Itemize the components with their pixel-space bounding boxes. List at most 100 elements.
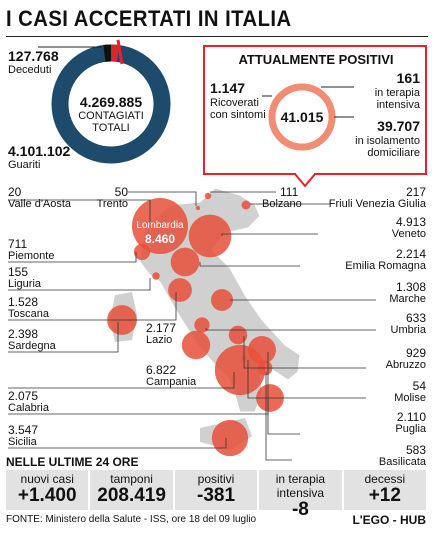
label-piemonte-value: 711 [8, 237, 28, 251]
label-basilicata-name: Basilicata [378, 456, 426, 468]
leader-emilia-romagna [199, 262, 300, 267]
stat-label: decessi [364, 472, 406, 486]
pointer-mask [296, 170, 314, 174]
label-puglia-name: Puglia [395, 423, 426, 435]
bubble-emilia-romagna [170, 247, 200, 277]
label-lombardia-name: Lombardia [136, 220, 184, 231]
totals-donut-positivi [110, 44, 120, 62]
bubble-valle-d-aosta [158, 224, 162, 228]
label-marche-value: 1.308 [395, 280, 426, 294]
label-veneto-value: 4.913 [395, 215, 426, 229]
ricoverati-label-1: Ricoverati [210, 97, 259, 109]
label-lazio-name: Lazio [146, 334, 173, 346]
bubble-lazio [181, 330, 211, 360]
guariti-label: Guariti [8, 159, 41, 171]
stat-nuovi-casi: nuovi casi +1.400 [6, 470, 89, 510]
bubble-liguria [152, 272, 160, 280]
stat-value: 208.419 [97, 485, 166, 506]
label-bolzano-name: Bolzano [262, 198, 302, 210]
stat-label: positivi [197, 472, 235, 486]
label-liguria-value: 155 [8, 265, 29, 279]
leader-piemonte [8, 252, 137, 263]
label-friuli-value: 217 [405, 185, 426, 199]
bubble-puglia [248, 336, 276, 364]
label-valle-value: 20 [8, 185, 22, 199]
positivi-pointer [116, 39, 124, 65]
positivi-donut-center [275, 90, 329, 144]
brand-logo: L'EGO - HUB [352, 513, 426, 527]
label-valle-name: Valle d'Aosta [8, 198, 72, 210]
deceduti-value: 127.768 [8, 48, 59, 64]
label-toscana-name: Toscana [8, 308, 49, 320]
positivi-center-value: 41.015 [280, 109, 324, 125]
bubble-trento [195, 205, 201, 211]
intensiva-label-1: in terapia [374, 87, 420, 99]
label-abruzzo-name: Abruzzo [385, 359, 426, 371]
stat-terapia-intensiva: in terapia intensiva -8 [259, 470, 342, 520]
leader-toscana [8, 292, 177, 321]
leader-umbria [205, 328, 376, 331]
label-trento-name: Trento [96, 198, 128, 210]
label-sicilia-value: 3.547 [8, 423, 39, 437]
stat-label: tamponi [110, 472, 153, 486]
source-note: FONTE: Ministero della Salute - ISS, ore… [6, 514, 257, 525]
isolamento-label-2: domiciliare [367, 147, 420, 159]
total-cases-label-2: TOTALI [92, 122, 130, 134]
label-puglia-value: 2.110 [396, 410, 426, 424]
label-lombardia-value: 8.460 [144, 232, 176, 246]
title-divider [6, 36, 428, 37]
total-cases-value: 4.269.885 [79, 94, 143, 110]
label-lazio-value: 2.177 [146, 321, 177, 335]
bubble-piemonte [133, 243, 151, 261]
guariti-value: 4.101.102 [8, 143, 71, 159]
stat-value: +12 [368, 485, 401, 506]
leader-veneto [221, 233, 318, 236]
leader-abruzzo [243, 336, 366, 369]
stat-value: -381 [197, 485, 236, 506]
label-calabria-value: 2.075 [8, 389, 39, 403]
label-basilicata-value: 583 [405, 443, 426, 457]
stat-positivi: positivi -381 [174, 470, 258, 510]
bubble-veneto [188, 214, 232, 258]
stat-value: +1.400 [17, 485, 77, 506]
label-veneto-name: Veneto [391, 228, 426, 240]
label-sardegna-name: Sardegna [8, 340, 56, 352]
positivi-title: ATTUALMENTE POSITIVI [238, 52, 394, 67]
intensiva-value: 161 [396, 70, 420, 86]
leader-puglia [267, 352, 300, 435]
leader-molise [247, 360, 366, 399]
leader-trento [128, 191, 197, 206]
stat-decessi: decessi +12 [343, 470, 427, 510]
label-umbria-name: Umbria [390, 324, 426, 336]
label-sardegna-value: 2.398 [8, 327, 39, 341]
total-cases-label-1: CONTAGIATI [78, 110, 144, 122]
bubble-bolzano [204, 192, 212, 200]
intensiva-label-2: intensiva [376, 99, 420, 111]
label-bolzano-value: 111 [280, 185, 299, 199]
leader-liguria [8, 278, 151, 291]
label-sicilia-name: Sicilia [8, 436, 37, 448]
bubble-abruzzo [228, 325, 248, 345]
label-friuli-name: Friuli Venezia Giulia [328, 198, 426, 210]
label-molise-name: Molise [394, 392, 426, 404]
label-emilia-value: 2.214 [395, 247, 426, 261]
positivi-donut-ring [268, 83, 336, 151]
label-trento-value: 50 [114, 185, 128, 199]
leader-calabria [8, 400, 269, 415]
bubble-friuli-venezia-giulia [241, 200, 251, 210]
ricoverati-label-2: con sintomi [210, 109, 266, 121]
bubble-toscana [168, 278, 192, 302]
bubble-marche [210, 288, 234, 312]
label-emilia-name: Emilia Romagna [345, 260, 426, 272]
label-toscana-value: 1.528 [8, 295, 39, 309]
leader-lines [8, 191, 376, 461]
stat-label: nuovi casi [20, 472, 74, 486]
page-title: I CASI ACCERTATI IN ITALIA [6, 6, 292, 31]
label-liguria-name: Liguria [8, 278, 42, 290]
label-marche-name: Marche [389, 293, 426, 305]
isolamento-label-1: in isolamento [355, 135, 420, 147]
leader-sicilia [8, 438, 227, 449]
isolamento-value: 39.707 [377, 118, 420, 134]
stat-value: -8 [291, 499, 309, 520]
